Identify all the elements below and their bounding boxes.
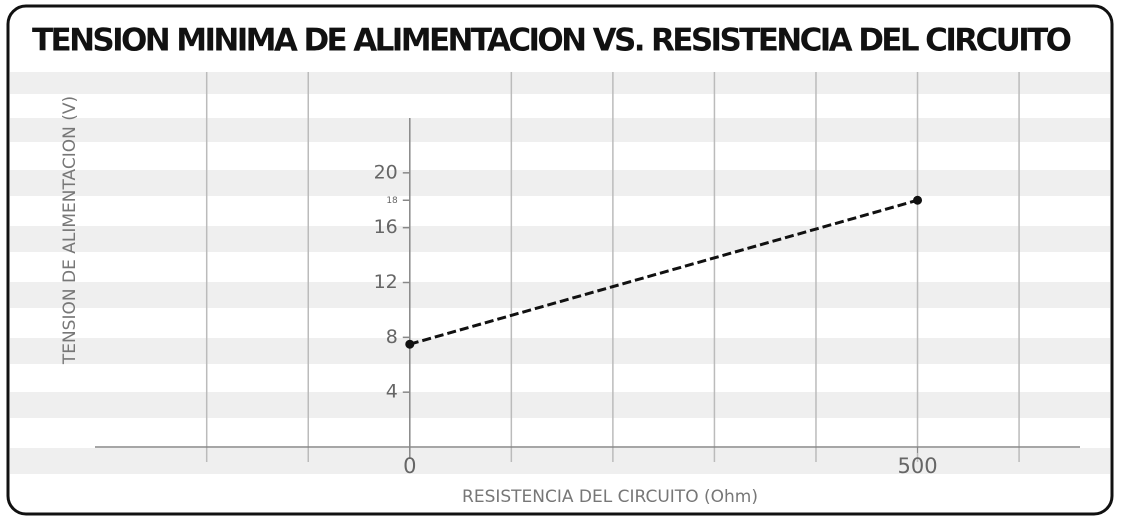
x-axis-label: RESISTENCIA DEL CIRCUITO (Ohm) bbox=[462, 487, 758, 507]
x-tick-label: 500 bbox=[897, 454, 937, 478]
y-tick-label: 18 bbox=[386, 196, 398, 206]
x-tick-label: 0 bbox=[403, 454, 416, 478]
data-point bbox=[405, 339, 415, 349]
y-tick-label: 16 bbox=[374, 216, 398, 238]
y-axis-label: TENSION DE ALIMENTACION (V) bbox=[60, 96, 80, 365]
data-line bbox=[409, 198, 918, 346]
stripes bbox=[10, 72, 1110, 474]
chart-title: TENSION MINIMA DE ALIMENTACION VS. RESIS… bbox=[32, 23, 1072, 59]
y-tick-label: 8 bbox=[386, 326, 398, 348]
y-tick-label: 12 bbox=[374, 271, 398, 293]
y-tick-label: 20 bbox=[374, 161, 398, 183]
y-tick-label: 4 bbox=[386, 381, 398, 403]
data-point bbox=[913, 195, 923, 205]
